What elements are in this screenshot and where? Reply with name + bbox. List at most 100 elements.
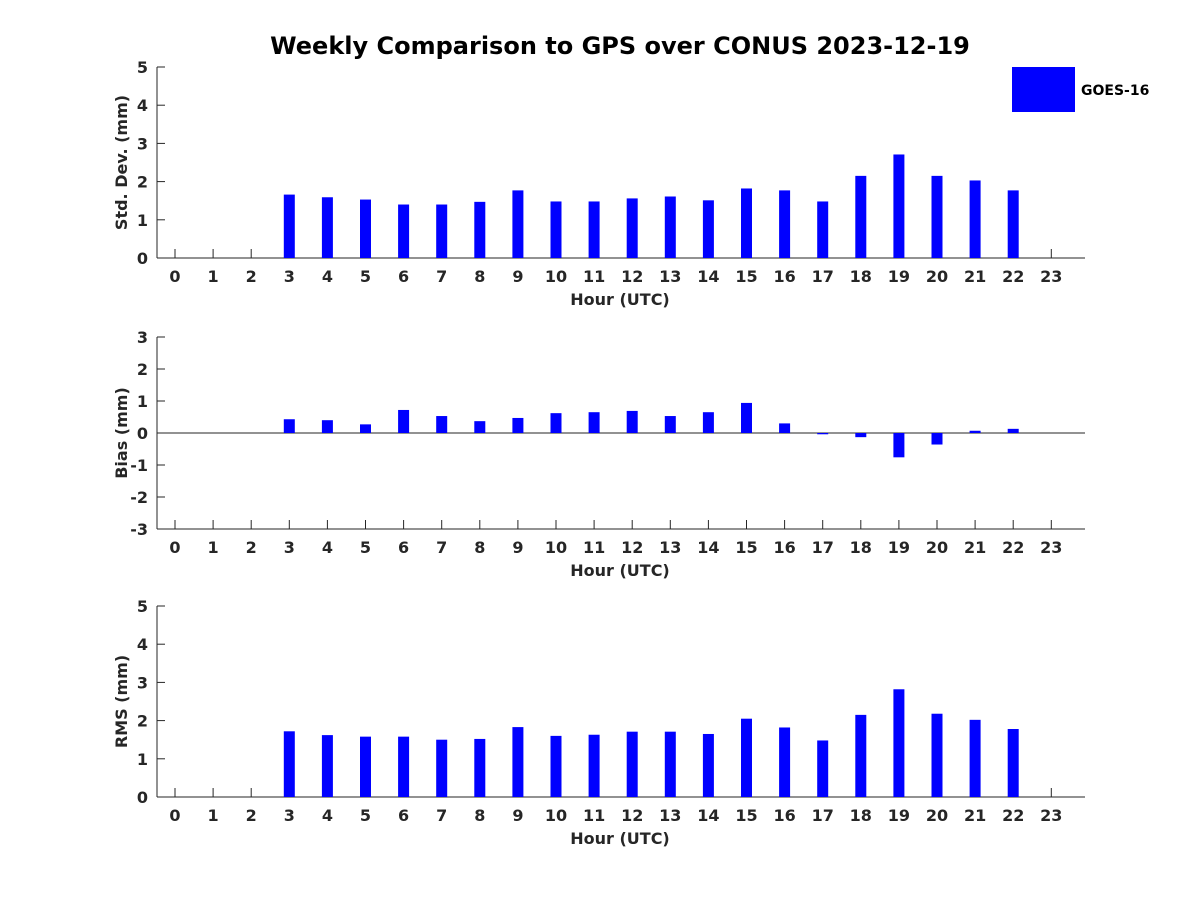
x-tick-label: 16: [773, 538, 795, 557]
x-tick-label: 9: [512, 806, 523, 825]
bar-hour-5: [360, 199, 371, 258]
x-tick-label: 7: [436, 806, 447, 825]
bar-hour-21: [969, 719, 981, 797]
x-tick-label: 4: [322, 267, 333, 286]
bar-hour-12: [626, 410, 638, 433]
x-tick-label: 14: [697, 806, 719, 825]
bar-hour-16: [779, 190, 791, 258]
bar-hour-16: [779, 423, 791, 433]
x-tick-label: 11: [583, 806, 605, 825]
x-tick-label: 6: [398, 806, 409, 825]
bar-hour-5: [360, 736, 371, 797]
y-tick-label: 4: [137, 96, 148, 115]
x-tick-label: 6: [398, 538, 409, 557]
x-tick-label: 15: [735, 267, 757, 286]
x-tick-label: 8: [474, 538, 485, 557]
x-tick-label: 11: [583, 538, 605, 557]
bar-hour-16: [779, 727, 791, 797]
bar-hour-7: [436, 416, 448, 433]
x-tick-label: 4: [322, 538, 333, 557]
x-tick-label: 22: [1002, 538, 1024, 557]
y-tick-label: -2: [130, 488, 148, 507]
bar-hour-6: [398, 736, 410, 797]
y-tick-label: 3: [137, 328, 148, 347]
bar-hour-11: [588, 734, 600, 797]
x-axis-label: Hour (UTC): [570, 561, 670, 580]
bar-hour-3: [283, 731, 295, 797]
y-axis-label: Bias (mm): [112, 387, 131, 479]
x-tick-label: 14: [697, 267, 719, 286]
bar-hour-3: [283, 419, 295, 433]
x-tick-label: 9: [512, 267, 523, 286]
x-tick-label: 13: [659, 267, 681, 286]
x-tick-label: 23: [1040, 267, 1062, 286]
bar-hour-6: [398, 409, 410, 433]
x-tick-label: 21: [964, 267, 986, 286]
x-tick-label: 12: [621, 806, 643, 825]
x-tick-label: 1: [208, 267, 219, 286]
bar-hour-19: [893, 433, 905, 458]
bar-hour-19: [893, 689, 905, 797]
x-tick-label: 10: [545, 267, 567, 286]
chart-title: Weekly Comparison to GPS over CONUS 2023…: [270, 32, 970, 60]
bar-hour-22: [1007, 729, 1019, 797]
bar-hour-21: [969, 180, 981, 258]
bar-hour-4: [321, 420, 333, 433]
x-tick-label: 17: [812, 538, 834, 557]
bar-hour-9: [512, 727, 524, 797]
x-tick-label: 20: [926, 267, 948, 286]
x-tick-label: 13: [659, 806, 681, 825]
x-tick-label: 19: [888, 267, 910, 286]
x-tick-label: 2: [246, 538, 257, 557]
bar-hour-14: [702, 733, 714, 797]
x-tick-label: 21: [964, 806, 986, 825]
x-tick-label: 19: [888, 806, 910, 825]
y-tick-label: 3: [137, 134, 148, 153]
bar-hour-15: [741, 718, 752, 797]
x-tick-label: 23: [1040, 538, 1062, 557]
legend-swatch: [1012, 67, 1075, 112]
bar-hour-8: [474, 738, 486, 797]
x-tick-label: 8: [474, 806, 485, 825]
bar-hour-13: [664, 731, 676, 797]
x-tick-label: 18: [850, 806, 872, 825]
x-tick-label: 5: [360, 806, 371, 825]
bar-hour-18: [855, 433, 867, 438]
x-tick-label: 0: [169, 267, 180, 286]
x-tick-label: 1: [208, 806, 219, 825]
bar-hour-18: [855, 175, 867, 258]
y-tick-label: 1: [137, 750, 148, 769]
bar-hour-12: [626, 198, 638, 258]
bar-hour-21: [969, 430, 981, 433]
x-tick-label: 23: [1040, 806, 1062, 825]
bar-hour-17: [817, 433, 829, 435]
y-tick-label: 1: [137, 392, 148, 411]
x-tick-label: 10: [545, 806, 567, 825]
bar-hour-3: [283, 194, 295, 258]
y-tick-label: 0: [137, 249, 148, 268]
bar-hour-10: [550, 201, 562, 258]
x-tick-label: 18: [850, 538, 872, 557]
x-tick-label: 22: [1002, 267, 1024, 286]
bar-hour-12: [626, 731, 638, 797]
bar-hour-20: [931, 175, 943, 258]
y-axis-label: Std. Dev. (mm): [112, 95, 131, 230]
y-tick-label: 4: [137, 635, 148, 654]
x-tick-label: 16: [773, 267, 795, 286]
bar-hour-4: [321, 197, 333, 258]
x-tick-label: 11: [583, 267, 605, 286]
x-tick-label: 0: [169, 538, 180, 557]
y-axis-label: RMS (mm): [112, 655, 131, 748]
bar-hour-22: [1007, 190, 1019, 258]
bar-hour-5: [360, 424, 371, 433]
x-tick-label: 14: [697, 538, 719, 557]
x-tick-label: 1: [208, 538, 219, 557]
x-tick-label: 2: [246, 267, 257, 286]
x-tick-label: 12: [621, 267, 643, 286]
x-tick-label: 19: [888, 538, 910, 557]
bar-hour-8: [474, 421, 486, 433]
bar-hour-20: [931, 713, 943, 797]
legend: GOES-16: [1012, 67, 1149, 112]
